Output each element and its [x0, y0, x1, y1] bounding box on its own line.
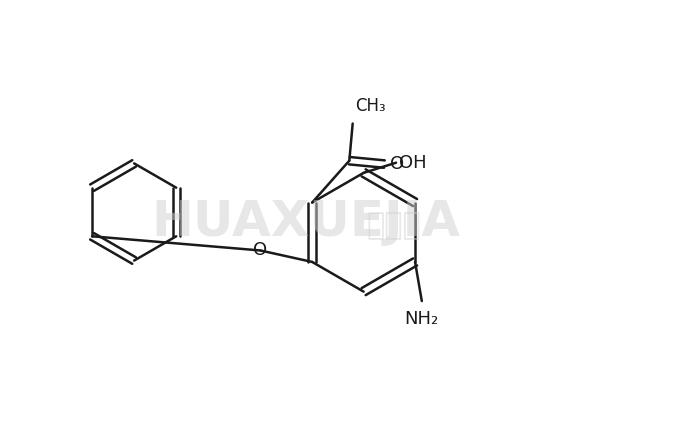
Text: O: O	[390, 155, 404, 173]
Text: OH: OH	[399, 154, 427, 172]
Text: NH₂: NH₂	[405, 310, 439, 328]
Text: 化学加: 化学加	[367, 211, 422, 240]
Text: CH₃: CH₃	[356, 98, 386, 115]
Text: HUAXUEJIA: HUAXUEJIA	[152, 198, 461, 246]
Text: O: O	[253, 242, 267, 259]
